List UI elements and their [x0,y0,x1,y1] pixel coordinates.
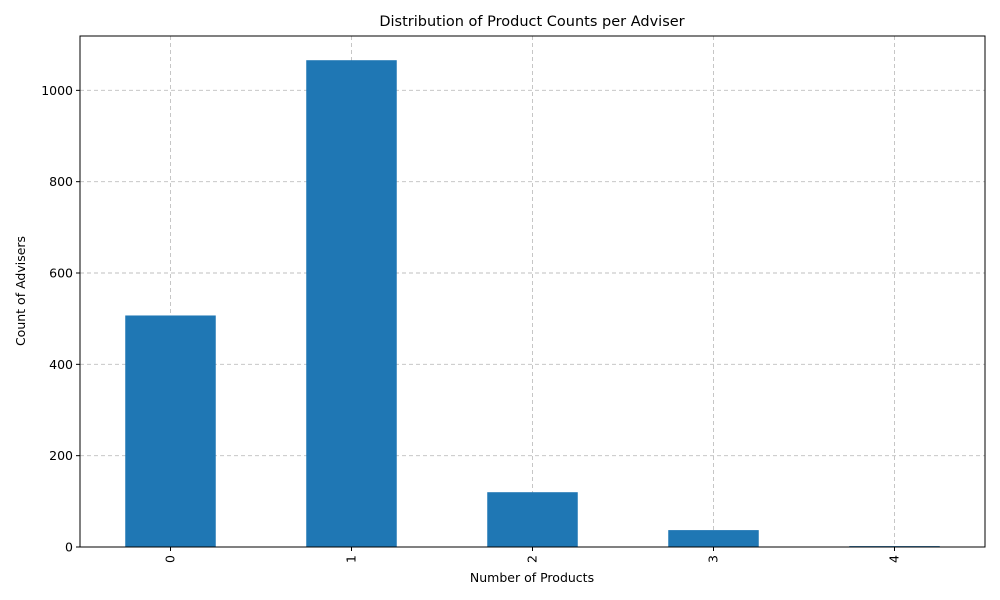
x-tick-label: 3 [706,555,721,563]
x-tick-label: 0 [163,555,178,563]
chart-title: Distribution of Product Counts per Advis… [379,14,684,30]
y-tick-label: 1000 [41,83,73,98]
bars [125,60,940,548]
y-tick-label: 800 [49,174,73,189]
bar-0 [125,315,216,547]
x-axis-label: Number of Products [470,570,594,585]
x-tick-label: 2 [525,555,540,563]
x-tick-label: 1 [344,555,359,563]
bar-3 [668,530,759,547]
y-ticks: 0 200 400 600 800 1000 [41,83,80,555]
bar-2 [487,492,578,547]
bar-1 [306,60,397,548]
y-tick-label: 600 [49,266,73,281]
y-tick-label: 0 [65,540,73,555]
y-axis-label: Count of Advisers [13,236,28,346]
y-tick-label: 400 [49,357,73,372]
x-tick-label: 4 [887,555,902,563]
x-ticks: 0 1 2 3 4 [163,547,902,563]
y-tick-label: 200 [49,448,73,463]
